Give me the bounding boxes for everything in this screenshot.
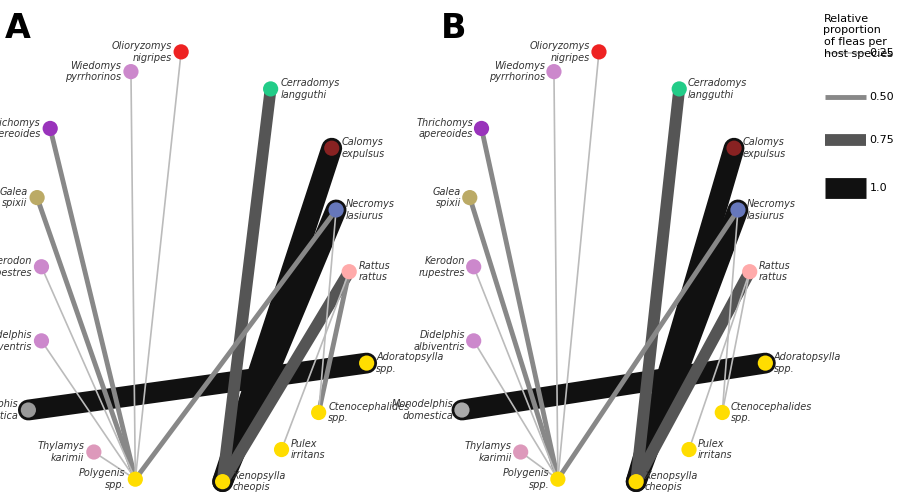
Point xyxy=(514,448,528,456)
Text: Cerradomys
langguthi: Cerradomys langguthi xyxy=(280,78,339,100)
Point xyxy=(325,144,339,152)
Point xyxy=(758,359,772,367)
Point xyxy=(629,478,643,486)
Text: Monodelphis
domestica: Monodelphis domestica xyxy=(392,399,454,421)
Point xyxy=(359,359,374,367)
Text: Relative
proportion
of fleas per
host species: Relative proportion of fleas per host sp… xyxy=(824,14,893,59)
Text: Pulex
irritans: Pulex irritans xyxy=(698,439,733,460)
Point xyxy=(22,406,36,414)
Point xyxy=(716,409,730,416)
Point xyxy=(592,48,607,56)
Text: B: B xyxy=(440,12,466,45)
Point xyxy=(215,478,230,486)
Point xyxy=(30,194,44,202)
Text: Adoratopsylla
spp.: Adoratopsylla spp. xyxy=(376,352,444,374)
Point xyxy=(731,206,745,214)
Text: Kerodon
rupestres: Kerodon rupestres xyxy=(418,256,465,278)
Text: Xenopsylla
cheopis: Xenopsylla cheopis xyxy=(232,471,285,493)
Point xyxy=(463,194,477,202)
Point xyxy=(86,448,101,456)
Point xyxy=(546,68,562,76)
Point xyxy=(672,85,687,93)
Point xyxy=(123,68,139,76)
Text: Necromys
lasiurus: Necromys lasiurus xyxy=(747,199,796,221)
Text: Rattus
rattus: Rattus rattus xyxy=(359,261,391,283)
Point xyxy=(742,268,757,276)
Text: Olioryzomys
nigripes: Olioryzomys nigripes xyxy=(112,41,172,63)
Point xyxy=(466,263,481,271)
Text: Monodelphis
domestica: Monodelphis domestica xyxy=(0,399,19,421)
Text: Polygenis
spp.: Polygenis spp. xyxy=(502,468,549,490)
Text: Olioryzomys
nigripes: Olioryzomys nigripes xyxy=(530,41,590,63)
Text: A: A xyxy=(4,12,31,45)
Text: Thylamys
karimii: Thylamys karimii xyxy=(465,441,512,463)
Point xyxy=(174,48,188,56)
Text: 0.25: 0.25 xyxy=(869,48,894,58)
Text: Calomys
expulsus: Calomys expulsus xyxy=(341,137,384,159)
Text: Polygenis
spp.: Polygenis spp. xyxy=(79,468,126,490)
Point xyxy=(727,144,742,152)
Point xyxy=(551,475,565,483)
Text: Pulex
irritans: Pulex irritans xyxy=(291,439,326,460)
Text: Thrichomys
apereoides: Thrichomys apereoides xyxy=(0,118,40,139)
Text: Didelphis
albiventris: Didelphis albiventris xyxy=(414,330,465,352)
Point xyxy=(474,124,489,132)
Point xyxy=(128,475,142,483)
Point xyxy=(328,206,343,214)
Text: 1.0: 1.0 xyxy=(869,183,887,193)
Text: Xenopsylla
cheopis: Xenopsylla cheopis xyxy=(644,471,698,493)
Point xyxy=(454,406,469,414)
Point xyxy=(311,409,326,416)
Text: Thrichomys
apereoides: Thrichomys apereoides xyxy=(416,118,472,139)
Text: Galea
spixii: Galea spixii xyxy=(0,187,28,208)
Text: 0.50: 0.50 xyxy=(869,92,894,102)
Text: Rattus
rattus: Rattus rattus xyxy=(759,261,790,283)
Text: Ctenocephalides
spp.: Ctenocephalides spp. xyxy=(731,402,813,423)
Point xyxy=(466,337,481,345)
Point xyxy=(34,337,49,345)
Text: 0.75: 0.75 xyxy=(869,135,894,145)
Point xyxy=(274,446,289,453)
Text: Galea
spixii: Galea spixii xyxy=(433,187,461,208)
Text: Thylamys
karimii: Thylamys karimii xyxy=(37,441,85,463)
Text: Cerradomys
langguthi: Cerradomys langguthi xyxy=(688,78,747,100)
Text: Wiedomys
pyrrhorinos: Wiedomys pyrrhorinos xyxy=(65,61,122,82)
Point xyxy=(682,446,697,453)
Text: Didelphis
albiventris: Didelphis albiventris xyxy=(0,330,32,352)
Text: Ctenocephalides
spp.: Ctenocephalides spp. xyxy=(328,402,410,423)
Text: Wiedomys
pyrrhorinos: Wiedomys pyrrhorinos xyxy=(490,61,545,82)
Text: Necromys
lasiurus: Necromys lasiurus xyxy=(346,199,395,221)
Text: Adoratopsylla
spp.: Adoratopsylla spp. xyxy=(774,352,842,374)
Point xyxy=(342,268,356,276)
Point xyxy=(34,263,49,271)
Text: Calomys
expulsus: Calomys expulsus xyxy=(742,137,786,159)
Point xyxy=(43,124,58,132)
Text: Kerodon
rupestres: Kerodon rupestres xyxy=(0,256,32,278)
Point xyxy=(264,85,278,93)
